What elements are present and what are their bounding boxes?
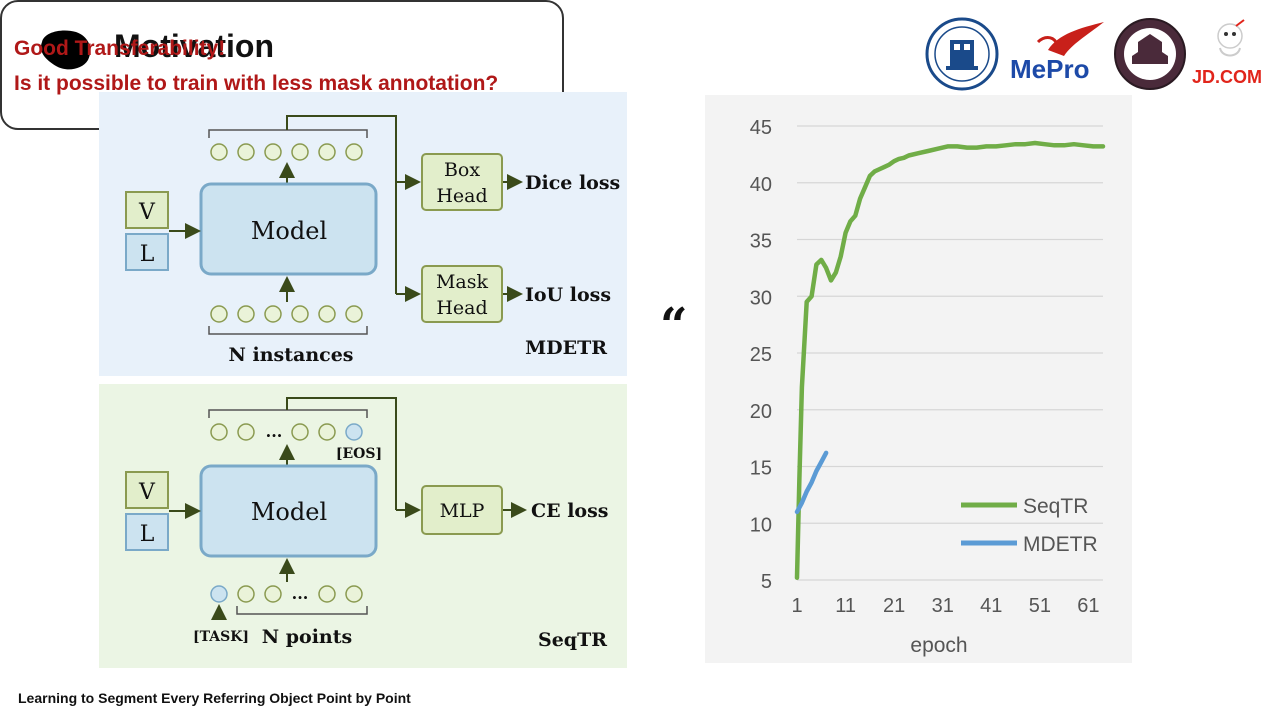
mdetr-dice-loss: Dice loss (525, 172, 620, 194)
mepro-logo: MePro (1010, 22, 1104, 84)
svg-text:MLP: MLP (440, 500, 485, 522)
seqtr-mlp-box (421, 485, 503, 535)
mdetr-v-box (125, 191, 169, 229)
svg-text:Box: Box (444, 159, 480, 181)
y-tick-label: 25 (750, 344, 772, 366)
mdetr-name: MDETR (525, 337, 607, 359)
university-seal-2-icon (1114, 18, 1186, 90)
callout-line-1: Good Transferability! (14, 37, 226, 60)
slide-title: Motivation (114, 28, 274, 64)
series-line-mdetr (794, 450, 829, 515)
jd-logo-text: JD.COM (1192, 67, 1262, 87)
seqtr-eos-label: [EOS] (336, 446, 382, 462)
svg-text:V: V (138, 200, 156, 225)
mdetr-iou-loss: IoU loss (525, 284, 611, 306)
y-tick-label: 40 (750, 174, 772, 196)
seqtr-name: SeqTR (538, 629, 607, 651)
y-tick-label: 5 (761, 571, 772, 593)
seqtr-v-box (125, 471, 169, 509)
svg-text:Head: Head (436, 185, 487, 207)
jd-logo: JD.COM (1192, 19, 1262, 87)
svg-text:L: L (140, 522, 155, 547)
mdetr-mask-head (421, 265, 503, 323)
quote-icon: “ (660, 298, 688, 354)
legend-label-seqtr: SeqTR (1023, 495, 1088, 518)
seqtr-task-label: [TASK] (193, 629, 249, 645)
svg-text:L: L (140, 242, 155, 267)
mdetr-instances-label: N instances (229, 344, 354, 366)
university-seal-1-icon (925, 17, 999, 91)
svg-text:Mask: Mask (436, 271, 489, 293)
seqtr-ce-loss: CE loss (531, 500, 609, 522)
mdetr-input-tokens (210, 305, 363, 323)
x-tick-label: 51 (1029, 595, 1051, 617)
seqtr-diagram: ... [EOS] Model V L ... [TASK] N points … (99, 384, 627, 668)
seqtr-bottom-brace (236, 606, 368, 615)
mdetr-box-head (421, 153, 503, 211)
y-tick-label: 45 (750, 117, 772, 139)
x-axis-label: epoch (910, 634, 967, 657)
title-bullet-icon (40, 30, 91, 70)
seqtr-model-label: Model (251, 498, 327, 526)
x-tick-label: 41 (980, 595, 1002, 617)
y-tick-label: 30 (750, 287, 772, 309)
mepro-logo-text: MePro (1010, 54, 1089, 84)
y-tick-label: 10 (750, 514, 772, 536)
svg-text:V: V (138, 480, 156, 505)
x-tick-label: 11 (835, 595, 856, 617)
mdetr-model-box (199, 182, 378, 276)
seqtr-task-token (210, 585, 228, 603)
svg-text:...: ... (292, 584, 309, 603)
x-tick-label: 21 (883, 595, 905, 617)
mdetr-diagram: Model V L N instances Box Head Mask Head… (99, 92, 627, 376)
mdetr-model-label: Model (251, 217, 327, 245)
mdetr-output-tokens (210, 143, 363, 161)
x-tick-label: 31 (932, 595, 954, 617)
legend-label-mdetr: MDETR (1023, 533, 1098, 556)
mdetr-l-box (125, 233, 169, 271)
chart-background (705, 95, 1132, 663)
seqtr-l-box (125, 513, 169, 551)
svg-text:...: ... (266, 422, 283, 441)
seqtr-points-label: N points (262, 626, 352, 648)
y-tick-label: 15 (750, 458, 772, 480)
x-tick-label: 1 (791, 595, 802, 617)
svg-text:Head: Head (436, 297, 487, 319)
seqtr-model-box (199, 464, 378, 558)
footer-paper-title: Learning to Segment Every Referring Obje… (18, 690, 411, 706)
series-line-seqtr (794, 140, 1106, 580)
y-tick-label: 35 (750, 231, 772, 253)
mdetr-bottom-brace (208, 326, 368, 335)
seqtr-output-tokens (210, 423, 363, 441)
seqtr-input-tokens (237, 585, 363, 603)
y-tick-label: 20 (750, 401, 772, 423)
x-tick-label: 61 (1077, 595, 1099, 617)
callout-line-2: Is it possible to train with less mask a… (14, 72, 499, 95)
